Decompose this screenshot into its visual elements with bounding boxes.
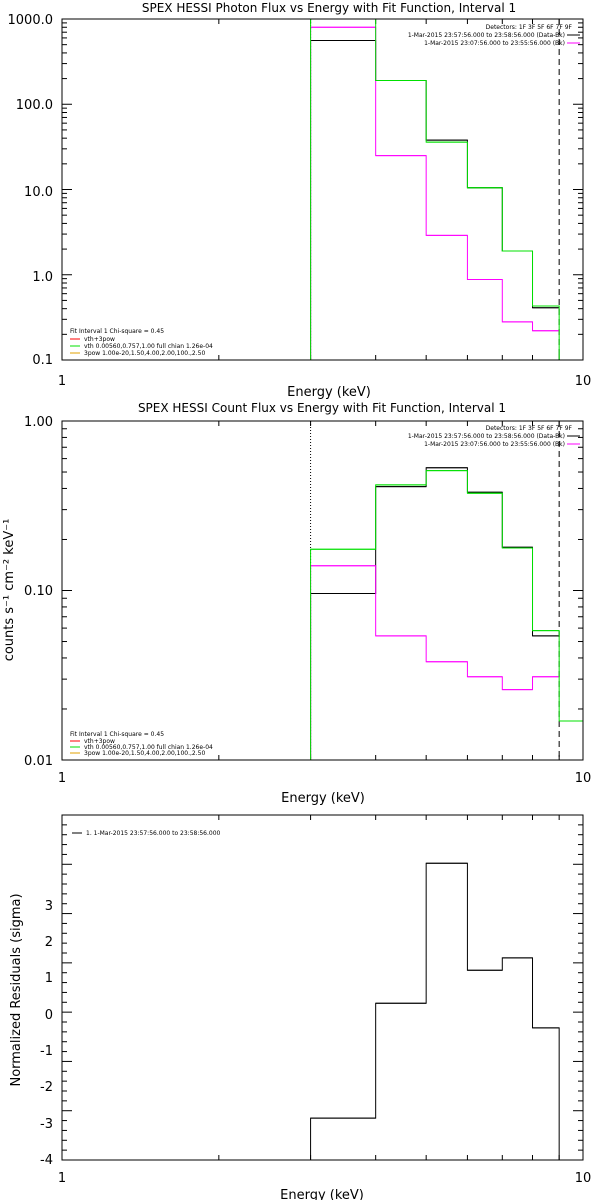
count-flux-info-data: 1-Mar-2015 23:57:56.000 to 23:58:56.000 …: [408, 433, 565, 440]
photon-flux-axes-frame: [61, 18, 584, 361]
count-flux-ytick-0.10: 0.10: [24, 584, 53, 599]
photon-flux-marks: [61, 18, 584, 361]
residuals-xtick-1: 1: [58, 1171, 66, 1186]
count-flux-ytick-0.01: 0.01: [24, 754, 53, 769]
residuals-ytick-2: 2: [45, 935, 53, 950]
photon-flux-title: SPEX HESSI Photon Flux vs Energy with Fi…: [142, 1, 516, 15]
photon-flux-info-detectors: Detectors: 1F 3F 5F 6F 7F 9F: [486, 24, 573, 31]
count-flux-fit-header: Fit Interval 1 Chi-square = 0.45: [70, 731, 164, 738]
residuals-ytick-minus2: -2: [40, 1080, 53, 1095]
residuals-legend-item: 1. 1-Mar-2015 23:57:56.000 to 23:58:56.0…: [86, 830, 221, 837]
count-flux-marks: [61, 420, 584, 761]
count-flux-panel: SPEX HESSI Count Flux vs Energy with Fit…: [2, 401, 591, 806]
photon-flux-fit-item-0: vth+3pow: [84, 336, 115, 343]
residuals-axes-frame: [61, 814, 584, 1161]
photon-flux-xtick-1: 1: [58, 374, 66, 389]
residuals-ytick-0: 0: [45, 1008, 53, 1023]
count-flux-xtick-1: 1: [58, 771, 66, 786]
residuals-xlabel: Energy (keV): [280, 1188, 364, 1200]
residuals-ytick-1: 1: [45, 971, 53, 986]
residuals-xtick-10: 10: [575, 1171, 592, 1186]
count-flux-axes-frame: [61, 420, 584, 761]
count-flux-info-bk: 1-Mar-2015 23:07:56.000 to 23:55:56.000 …: [424, 441, 565, 448]
photon-flux-fit-header: Fit Interval 1 Chi-square = 0.45: [70, 328, 164, 335]
count-flux-title: SPEX HESSI Count Flux vs Energy with Fit…: [138, 401, 506, 415]
photon-flux-ytick-1: 1.0: [32, 270, 53, 285]
residuals-ytick-minus3: -3: [40, 1117, 53, 1132]
photon-flux-ytick-1000: 1000.0: [8, 13, 54, 28]
count-flux-fit-item-0: vth+3pow: [84, 738, 115, 745]
photon-flux-info-bk: 1-Mar-2015 23:07:56.000 to 23:55:56.000 …: [424, 40, 565, 47]
residuals-marks: [61, 814, 584, 1161]
photon-flux-xlabel: Energy (keV): [287, 385, 371, 400]
photon-flux-ytick-0.1: 0.1: [32, 353, 53, 368]
count-flux-xlabel: Energy (keV): [281, 791, 365, 806]
residuals-series-1-1-mar-2015-23-57-56-000-to-23-58-56-00-0-step-line: [310, 862, 560, 1160]
photon-flux-info-data: 1-Mar-2015 23:57:56.000 to 23:58:56.000 …: [408, 32, 565, 39]
residuals-panel: Energy (keV) Normalized Residuals (sigma…: [9, 814, 592, 1200]
photon-flux-fit-item-2: 3pow 1.00e-20,1.50,4.00,2.00,100.,2.50: [84, 350, 205, 357]
photon-flux-ytick-100: 100.0: [16, 98, 53, 113]
residuals-ytick-minus4: -4: [40, 1153, 53, 1168]
count-flux-info-detectors: Detectors: 1F 3F 5F 6F 7F 9F: [486, 425, 573, 432]
residuals-ytick-3: 3: [45, 899, 53, 914]
residuals-ylabel: Normalized Residuals (sigma): [9, 893, 24, 1086]
count-flux-series-vth-3pow-2-step-line: [310, 470, 584, 760]
photon-flux-series-vth-3pow-2-step-line: [310, 18, 583, 361]
residuals-ytick-minus1: -1: [40, 1044, 53, 1059]
count-flux-ytick-1.00: 1.00: [24, 415, 53, 430]
count-flux-ylabel: counts s⁻¹ cm⁻² keV⁻¹: [2, 519, 17, 662]
photon-flux-ytick-10: 10.0: [24, 185, 53, 200]
count-flux-fit-item-2: 3pow 1.00e-20,1.50,4.00,2.00,100.,2.50: [84, 750, 205, 757]
count-flux-fit-item-1: vth 0.00560,0.757,1.00 full chian 1.26e-…: [84, 744, 213, 751]
count-flux-xtick-10: 10: [575, 771, 592, 786]
photon-flux-panel: SPEX HESSI Photon Flux vs Energy with Fi…: [8, 1, 592, 400]
photon-flux-xtick-10: 10: [575, 374, 592, 389]
photon-flux-fit-item-1: vth 0.00560,0.757,1.00 full chian 1.26e-…: [84, 343, 213, 350]
count-flux-series-1-mar-2015-23-07-56-000-to-23-55-56-000--1-step-line: [310, 565, 560, 760]
